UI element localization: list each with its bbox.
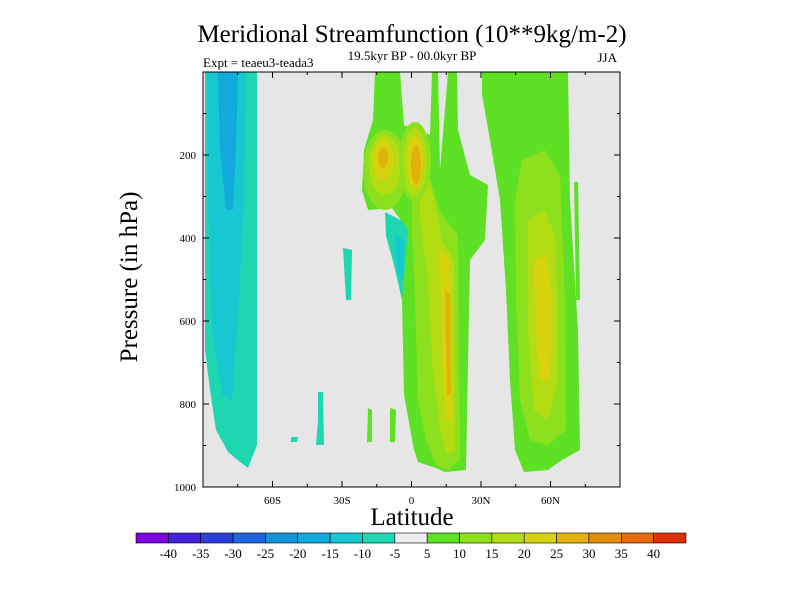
y-tick-label: 1000	[174, 482, 197, 494]
colorbar-label: -5	[389, 546, 400, 561]
chart-title: Meridional Streamfunction (10**9kg/m-2)	[197, 21, 626, 48]
contour-fill-upper-max-east	[411, 145, 421, 185]
colorbar-swatch	[200, 532, 234, 544]
colorbar-swatch	[232, 532, 266, 544]
x-tick-label: 60S	[264, 495, 281, 507]
colorbar-swatch	[523, 532, 557, 544]
contour-fill-neg-patch	[343, 248, 352, 300]
colorbar-swatch	[135, 532, 169, 544]
colorbar-label: 40	[647, 546, 660, 561]
colorbar-label: -10	[354, 546, 371, 561]
x-tick-label: 30S	[333, 495, 350, 507]
colorbar-label: -15	[321, 546, 338, 561]
contour-fill-south-mid	[207, 72, 246, 400]
colorbar-swatch	[297, 532, 331, 544]
colorbar-label: 30	[582, 546, 595, 561]
colorbar-label: -40	[160, 546, 177, 561]
colorbar-swatch	[491, 532, 525, 544]
colorbar-label: 35	[615, 546, 628, 561]
season-label: JJA	[597, 50, 617, 65]
contour-fill-neg-tongue-core	[395, 235, 404, 282]
colorbar-swatch	[168, 532, 202, 544]
plot-area: 200 400 600 800 1000 60S 30S 0 30N 60N	[174, 71, 621, 507]
colorbar-label: 20	[518, 546, 531, 561]
contour-fill-upper-max-west	[378, 148, 388, 168]
y-tick-label: 600	[180, 316, 197, 328]
contour-fill-north-core	[534, 255, 552, 380]
colorbar-swatch	[556, 532, 590, 544]
contour-fill-small-pos	[390, 408, 396, 442]
contour-fill-neg-patch	[291, 437, 298, 442]
colorbar-swatch	[620, 532, 654, 544]
axis-ticks: 200 400 600 800 1000 60S 30S 0 30N 60N	[174, 72, 620, 507]
colorbar-swatch	[362, 532, 396, 544]
colorbar-swatch	[329, 532, 363, 544]
x-tick-label: 30N	[472, 495, 491, 507]
colorbar-swatch	[394, 532, 428, 544]
contour-fill-small-pos	[367, 408, 372, 442]
colorbar-swatch	[588, 532, 622, 544]
colorbar: -40 -35 -30 -25 -20 -15 -10 -5 5 10 15 20 25 30 35 40	[135, 532, 687, 561]
colorbar-swatch	[265, 532, 299, 544]
contour-fill-tropics-peak	[445, 290, 451, 395]
colorbar-label: -35	[192, 546, 209, 561]
y-tick-label: 400	[180, 233, 197, 245]
colorbar-label: -25	[257, 546, 274, 561]
contour-fill-neg-patch	[316, 392, 324, 445]
colorbar-swatch	[653, 532, 687, 544]
contour-fill-south-core	[218, 72, 238, 210]
colorbar-label: 15	[485, 546, 498, 561]
colorbar-swatch	[459, 532, 493, 544]
chart-subtitle: 19.5kyr BP - 00.0kyr BP	[348, 48, 477, 63]
x-tick-label: 60N	[541, 495, 560, 507]
y-tick-label: 200	[180, 150, 197, 162]
colorbar-swatch	[426, 532, 460, 544]
colorbar-label: 10	[453, 546, 466, 561]
contour-fills	[205, 72, 580, 472]
colorbar-label: -30	[224, 546, 241, 561]
colorbar-label: 5	[424, 546, 431, 561]
y-tick-label: 800	[180, 399, 197, 411]
experiment-label: Expt = teaeu3-teada3	[203, 55, 314, 70]
y-axis-label: Pressure (in hPa)	[116, 192, 143, 363]
contour-fill-north-edge	[574, 182, 580, 300]
x-axis-label: Latitude	[370, 504, 453, 531]
x-tick-label: 0	[409, 495, 415, 507]
colorbar-label: -20	[289, 546, 306, 561]
colorbar-label: 25	[550, 546, 563, 561]
